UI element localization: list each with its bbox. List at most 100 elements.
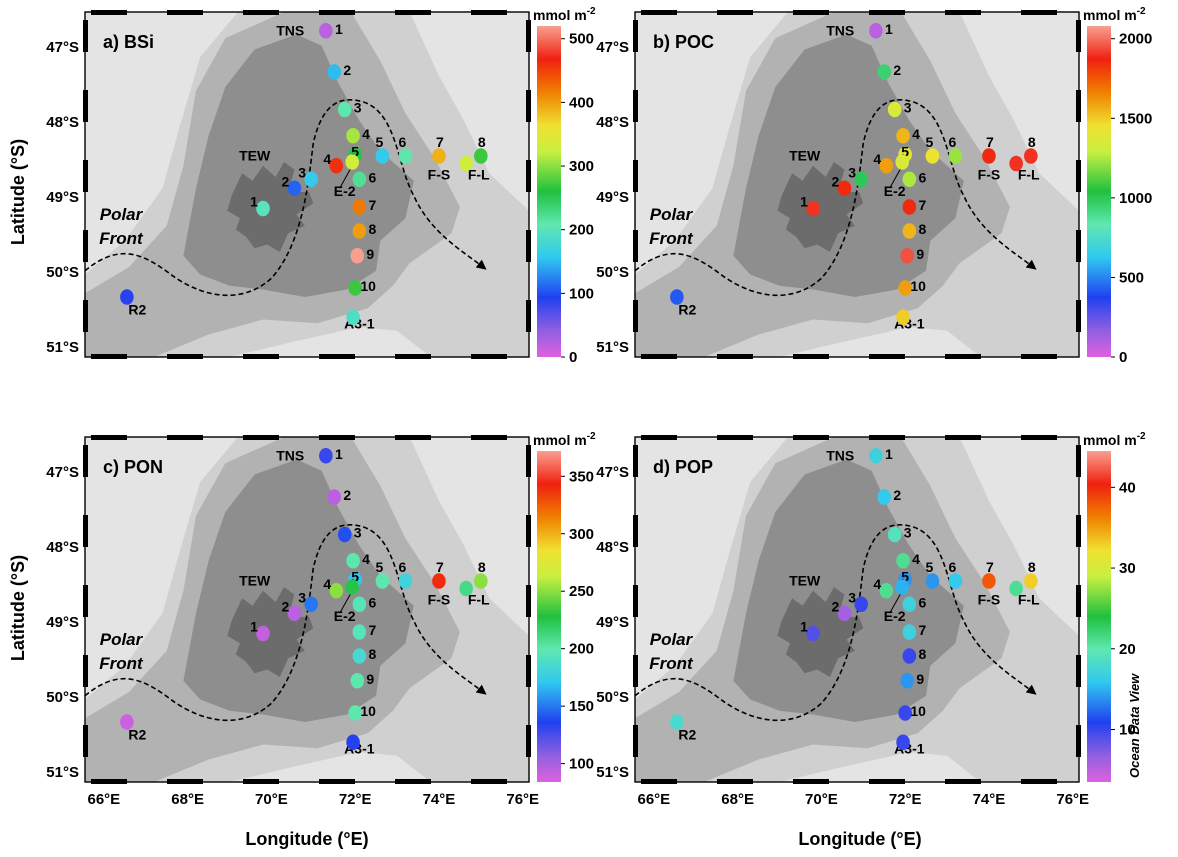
station-label-tns6: 6 xyxy=(368,169,376,185)
station-label-a3_10: 10 xyxy=(360,703,376,719)
region-label-tns: TNS xyxy=(276,447,304,463)
station-label-a3_8: 8 xyxy=(368,646,376,662)
colorbar-unit-label: mmol m-2 xyxy=(533,6,596,23)
colorbar-tick-label: 1500 xyxy=(1119,110,1152,127)
frame-bar-left xyxy=(83,725,88,757)
frame-bar-right xyxy=(1076,20,1081,52)
region-label-e2: E-2 xyxy=(884,608,906,624)
station-marker-tns8 xyxy=(1024,573,1038,589)
colorbar-tick-label: 30 xyxy=(1119,560,1136,577)
station-marker-tns2 xyxy=(877,64,892,80)
station-marker-a3_9 xyxy=(900,672,915,689)
lat-tick-label: 49°S xyxy=(596,614,629,631)
region-label-r2: R2 xyxy=(128,726,146,742)
station-marker-tns8 xyxy=(474,573,488,589)
colorbar xyxy=(1087,26,1111,357)
frame-bar-top xyxy=(1021,10,1057,15)
station-label-tns7: 7 xyxy=(986,559,994,575)
station-label-a3_10: 10 xyxy=(910,278,926,294)
colorbar-tick-label: 350 xyxy=(569,468,594,485)
frame-bar-left xyxy=(83,585,88,617)
station-label-tns2: 2 xyxy=(893,487,901,503)
station-label-a3_9: 9 xyxy=(366,246,374,262)
region-label-fl: F-L xyxy=(1018,166,1040,182)
station-label-tns6: 6 xyxy=(368,594,376,610)
frame-bar-left xyxy=(633,445,638,477)
station-marker-r2 xyxy=(120,714,134,730)
frame-bar-right xyxy=(526,515,531,547)
frame-bar-left xyxy=(83,445,88,477)
station-marker-tns7 xyxy=(982,148,996,164)
colorbar-tick-label: 500 xyxy=(569,31,594,48)
station-label-tns3: 3 xyxy=(354,525,362,541)
lon-tick-label: 74°E xyxy=(973,791,1006,808)
lat-tick-label: 50°S xyxy=(596,689,629,706)
frame-bar-bottom xyxy=(793,354,829,359)
colorbar-unit-text: mmol m xyxy=(1083,7,1137,23)
polar-front-line xyxy=(84,99,487,296)
panel-title: b) POC xyxy=(653,32,714,52)
station-marker-tns2 xyxy=(877,489,892,505)
station-marker-tew6 xyxy=(948,148,963,164)
panel-title: d) POP xyxy=(653,457,713,477)
station-marker-tns6 xyxy=(902,171,917,188)
station-label-tew4: 4 xyxy=(873,576,881,592)
region-label-tew: TEW xyxy=(789,148,821,164)
region-label-fs: F-S xyxy=(978,166,1001,182)
lat-tick-label: 49°S xyxy=(46,189,79,206)
kerguelen-island-landmass xyxy=(227,587,314,677)
station-label-tew6: 6 xyxy=(399,134,407,150)
frame-bar-top xyxy=(395,435,431,440)
frame-bar-right xyxy=(526,445,531,477)
station-marker-tns1 xyxy=(869,22,883,39)
station-marker-tew1 xyxy=(806,200,820,217)
frame-bar-right xyxy=(1076,445,1081,477)
colorbar-tick-label: 500 xyxy=(1119,269,1144,286)
frame-bar-top xyxy=(793,435,829,440)
station-marker-a3_8 xyxy=(902,648,917,664)
colorbar-tick-label: 0 xyxy=(569,349,577,366)
station-marker-tns6 xyxy=(902,596,917,613)
frame-bar-bottom xyxy=(945,354,981,359)
station-marker-tew3 xyxy=(304,596,318,613)
station-label-a3_7: 7 xyxy=(918,622,926,638)
lon-tick-label: 72°E xyxy=(889,791,922,808)
colorbar-tick-label: 100 xyxy=(569,285,594,302)
station-marker-tew3 xyxy=(854,171,868,188)
station-label-tew3: 3 xyxy=(298,589,306,605)
station-marker-tns8 xyxy=(474,148,488,164)
station-marker-tew6 xyxy=(398,573,413,589)
colorbar xyxy=(537,451,561,782)
station-label-tns7: 7 xyxy=(436,134,444,150)
frame-bar-top xyxy=(471,435,507,440)
station-label-a3_10: 10 xyxy=(910,703,926,719)
station-marker-a3_9 xyxy=(350,247,365,264)
station-marker-e2 xyxy=(345,579,360,595)
frame-bar-bottom xyxy=(717,354,753,359)
station-label-a3_8: 8 xyxy=(368,221,376,237)
station-label-tns5: 5 xyxy=(351,569,359,585)
station-marker-tns3 xyxy=(887,526,902,543)
station-marker-tns7 xyxy=(432,573,446,589)
colorbar-unit-superscript: -2 xyxy=(587,431,596,442)
region-label-fs: F-S xyxy=(428,166,451,182)
region-label-tns: TNS xyxy=(276,22,304,38)
lat-tick-label: 47°S xyxy=(46,39,79,56)
station-label-tns5: 5 xyxy=(351,144,359,160)
station-label-a3_8: 8 xyxy=(918,221,926,237)
colorbar-tick-label: 10 xyxy=(1119,722,1136,739)
station-label-tns2: 2 xyxy=(343,487,351,503)
x-axis-title-left: Longitude (°E) xyxy=(245,829,368,849)
station-label-tew2: 2 xyxy=(832,598,840,614)
station-marker-tns1 xyxy=(869,447,883,464)
station-marker-a3_9 xyxy=(900,247,915,264)
lon-tick-label: 72°E xyxy=(339,791,372,808)
station-label-tns4: 4 xyxy=(912,551,920,567)
region-label-e2: E-2 xyxy=(884,183,906,199)
station-label-tns1: 1 xyxy=(885,21,893,37)
station-marker-tns4 xyxy=(896,127,910,144)
station-marker-tns7 xyxy=(982,573,996,589)
lat-tick-label: 48°S xyxy=(46,539,79,556)
colorbar-tick-label: 250 xyxy=(569,583,594,600)
